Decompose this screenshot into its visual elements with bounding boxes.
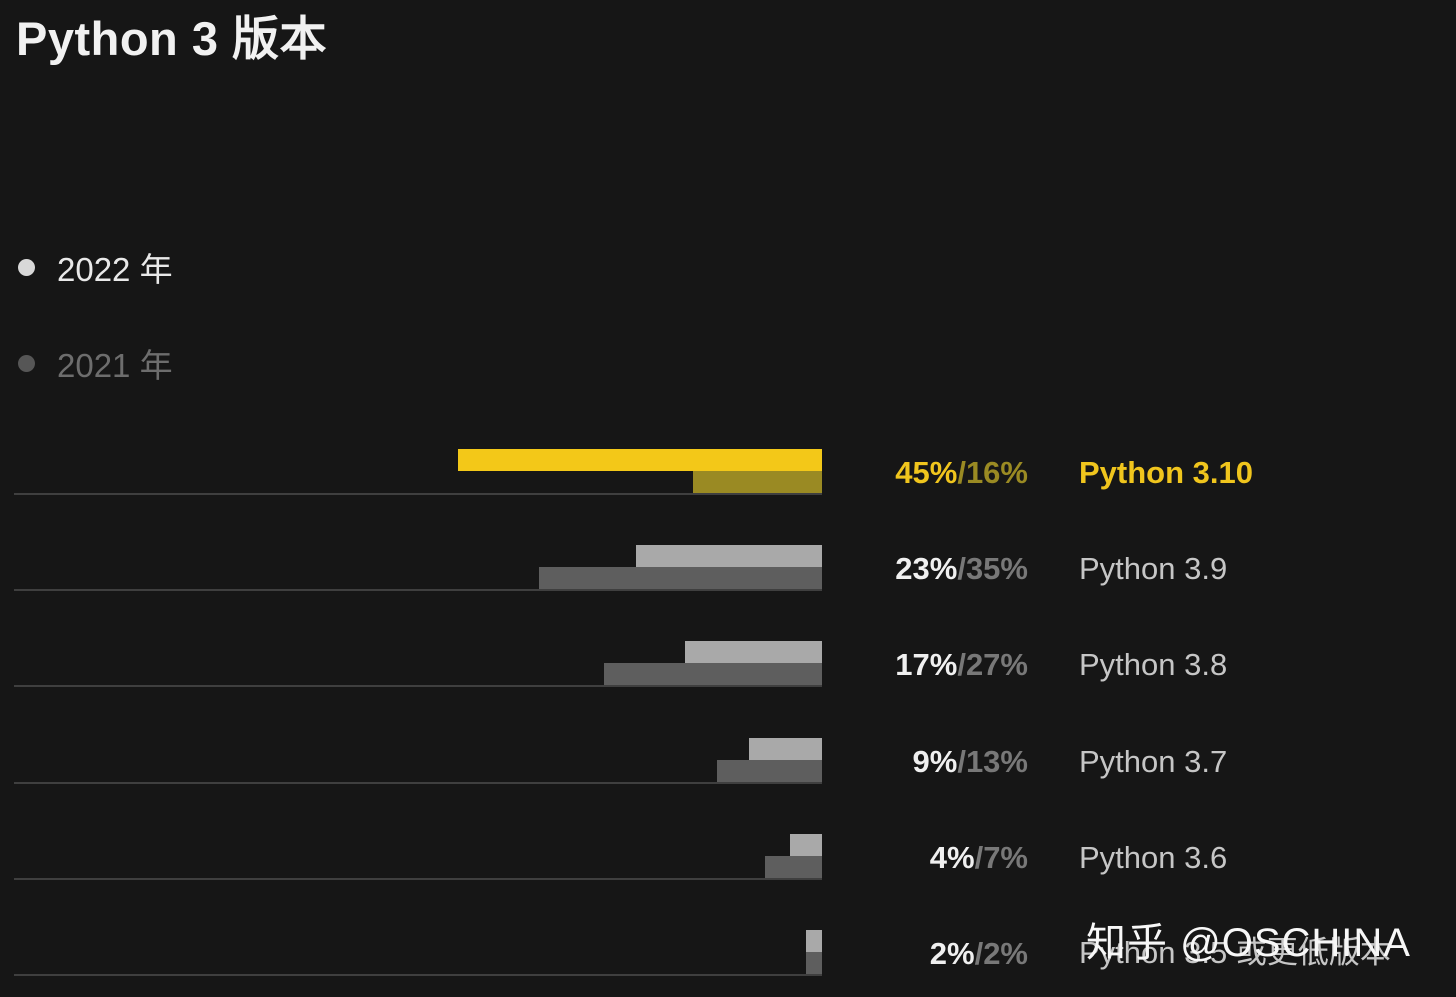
value-2021: /16% [957, 455, 1028, 490]
row-value-label: 9%/13% [840, 744, 1028, 780]
bar-2022 [685, 641, 822, 664]
bar-2022 [749, 737, 822, 760]
category-label: Python 3.5 或更低版本 [1079, 935, 1391, 970]
row-baseline [14, 685, 822, 688]
row-value-label: 45%/16% [840, 455, 1028, 491]
category-label: Python 3.9 [1079, 551, 1228, 587]
chart-row: 45%/16% Python 3.10 [0, 399, 1456, 495]
bar-2022 [458, 449, 822, 471]
chart-row: 4%/7% Python 3.6 [0, 784, 1456, 880]
value-2021: /35% [957, 551, 1028, 587]
bar-2021 [717, 759, 822, 782]
value-2022: 17% [895, 647, 958, 683]
legend-dot-2021-icon [18, 354, 35, 372]
bar-2022 [790, 833, 822, 856]
legend-dot-2022-icon [18, 258, 35, 276]
value-2021: /2% [974, 936, 1028, 971]
value-2022: 2% [929, 936, 975, 971]
value-2021: /7% [974, 839, 1028, 875]
legend-item-2022[interactable]: 2022 年 [18, 244, 173, 290]
chart-row: 17%/27% Python 3.8 [0, 591, 1456, 688]
value-2022: 4% [929, 839, 975, 875]
row-baseline [14, 974, 822, 976]
category-label: Python 3.10 [1079, 455, 1253, 490]
watermark: 知乎 @OSCHINA [1086, 921, 1411, 965]
bar-2021 [539, 567, 822, 590]
row-baseline [14, 589, 822, 592]
category-label: Python 3.7 [1079, 743, 1228, 779]
bar-2022 [806, 930, 822, 952]
chart-row: 2%/2% Python 3.5 或更低版本 [0, 880, 1456, 976]
legend-label-2021: 2021 年 [57, 347, 173, 384]
bar-2021 [806, 952, 822, 974]
value-2022: 23% [895, 551, 958, 587]
page-title: Python 3 版本 [16, 12, 328, 65]
legend-item-2021[interactable]: 2021 年 [18, 340, 173, 386]
bar-2021 [604, 663, 822, 686]
legend-label-2022: 2022 年 [57, 251, 173, 288]
row-value-label: 4%/7% [840, 840, 1028, 876]
chart-row: 9%/13% Python 3.7 [0, 688, 1456, 784]
row-value-label: 23%/35% [840, 551, 1028, 587]
row-baseline [14, 781, 822, 784]
value-2021: /27% [957, 647, 1028, 683]
category-label: Python 3.8 [1079, 647, 1228, 683]
chart-row: 23%/35% Python 3.9 [0, 495, 1456, 592]
row-baseline [14, 877, 822, 880]
bar-2021 [693, 471, 822, 493]
category-label: Python 3.6 [1079, 839, 1228, 875]
value-2021: /13% [957, 743, 1028, 779]
value-2022: 9% [912, 743, 958, 779]
value-2022: 45% [895, 455, 958, 490]
row-value-label: 17%/27% [840, 647, 1028, 683]
chart-legend: 2022 年 2021 年 [18, 244, 173, 436]
bar-2022 [636, 545, 822, 568]
bar-2021 [765, 855, 822, 878]
row-baseline [14, 493, 822, 495]
row-value-label: 2%/2% [840, 936, 1028, 972]
